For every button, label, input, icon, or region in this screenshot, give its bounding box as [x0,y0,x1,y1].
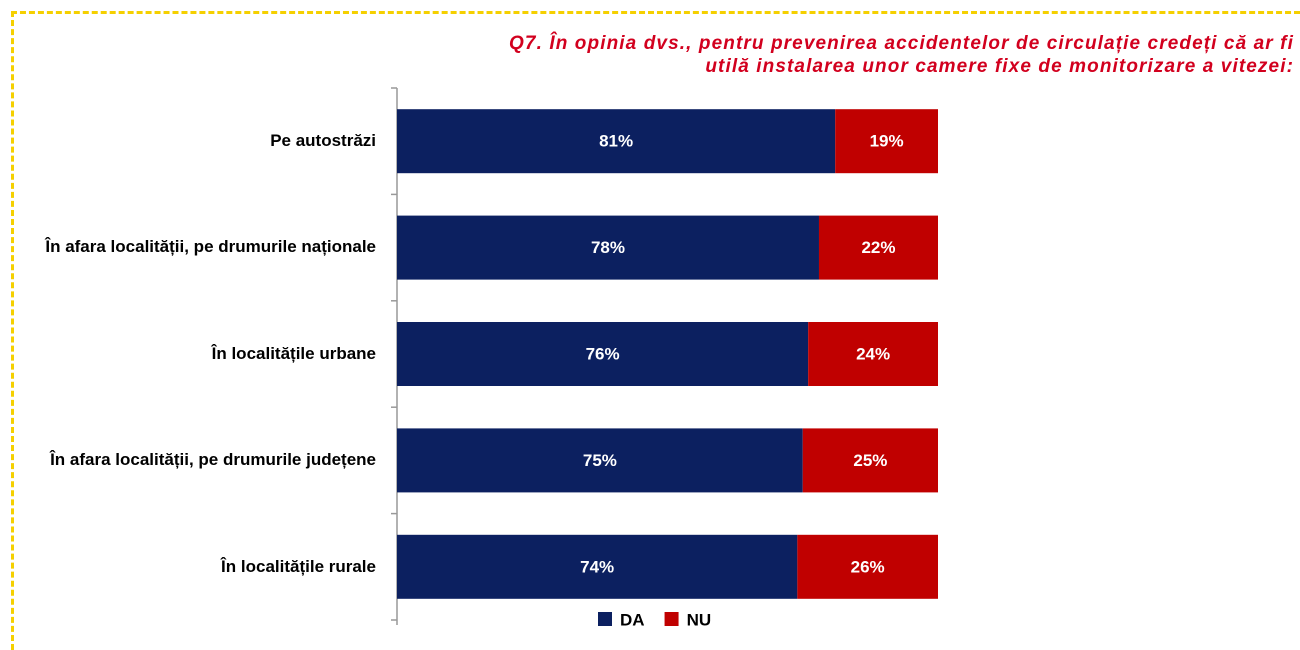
category-label: În afara localității, pe drumurile județ… [50,450,376,470]
bar-segment [397,322,809,386]
bar-segment [835,109,938,174]
category-label: În localitățile rurale [221,556,376,576]
bar-segment [802,428,938,493]
bar-segment [397,215,819,280]
legend-swatch [664,612,679,626]
bar-segment [397,428,803,493]
value-label: 25% [853,451,887,470]
category-label-box: În afara localității, pe drumurile națio… [14,194,376,300]
legend-label: DA [620,610,645,629]
legend-label: NU [687,610,712,629]
value-label: 78% [591,238,625,257]
value-label: 74% [580,557,614,576]
value-label: 24% [856,344,890,363]
value-label: 22% [861,238,895,257]
category-label-box: Pe autostrăzi [14,88,376,194]
category-label: În afara localității, pe drumurile națio… [45,237,376,257]
category-label-box: În localitățile rurale [14,514,376,620]
bar-segment [808,322,938,386]
dashed-frame [11,11,1300,650]
category-label: În localitățile urbane [211,343,376,363]
bar-segment [397,534,798,599]
bar-segment [797,534,938,599]
value-label: 26% [851,557,885,576]
value-label: 75% [583,451,617,470]
category-label-box: În afara localității, pe drumurile județ… [14,407,376,513]
legend-swatch [598,612,612,626]
category-label-box: În localitățile urbane [14,301,376,407]
bar-segment [818,215,938,280]
category-label: Pe autostrăzi [270,131,376,150]
value-label: 19% [870,132,904,151]
value-label: 81% [599,132,633,151]
bar-segment [397,109,836,174]
chart-title: Q7. În opinia dvs., pentru prevenirea ac… [509,33,1294,77]
value-label: 76% [586,344,620,363]
